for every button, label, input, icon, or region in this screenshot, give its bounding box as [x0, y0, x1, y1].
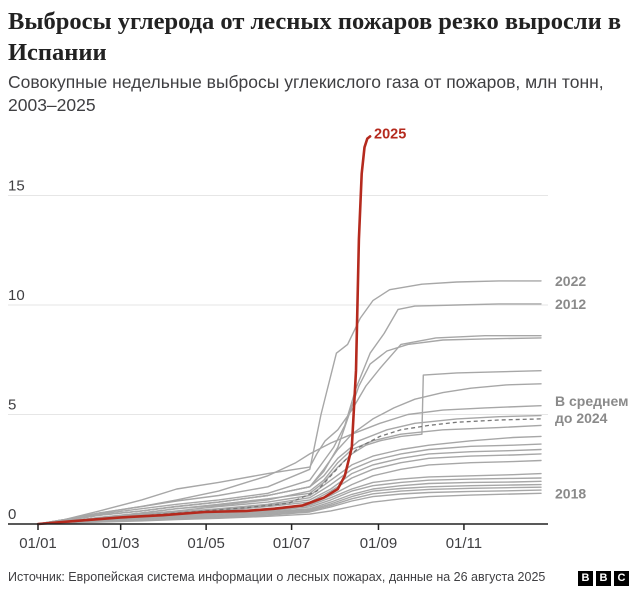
label-2025: 2025: [374, 126, 406, 142]
x-tick-label: 01/09: [360, 535, 398, 552]
series-line: [37, 414, 542, 525]
x-tick-label: 01/03: [102, 535, 140, 552]
chart-title: Выбросы углерода от лесных пожаров резко…: [8, 8, 622, 66]
y-tick-label: 5: [8, 397, 16, 414]
x-axis: 01/01 01/03 01/05 01/07 01/09 01/11: [8, 523, 548, 552]
emissions-line-chart: 0 5 10 15 01/01 01/03 01/05 01/07 01/09 01/11 20…: [8, 126, 628, 552]
bbc-logo-letter: B: [578, 571, 593, 586]
label-2018: 2018: [555, 485, 586, 501]
other-years-lines: [37, 280, 542, 525]
bbc-logo-letter: B: [596, 571, 611, 586]
x-tick-label: 01/11: [446, 535, 482, 552]
y-axis-tick-labels: 0 5 10 15: [8, 178, 25, 524]
source-note: Источник: Европейская система информации…: [8, 570, 546, 584]
bbc-logo-letter: C: [614, 571, 629, 586]
series-line-2018: [37, 492, 542, 525]
label-2022: 2022: [555, 273, 586, 289]
label-2012: 2012: [555, 296, 586, 312]
average-line: [37, 418, 542, 525]
x-tick-label: 01/01: [19, 535, 57, 552]
y-tick-label: 0: [8, 506, 16, 523]
label-average-line2: до 2024: [555, 410, 608, 426]
chart-subtitle: Совокупные недельные выбросы углекислого…: [8, 72, 604, 115]
series-line-2025: [36, 135, 372, 526]
x-tick-label: 01/05: [187, 535, 225, 552]
series-line: [37, 405, 542, 525]
series-line-2012: [37, 303, 542, 525]
label-average-line1: В среднем: [555, 393, 628, 409]
average-line-group: [37, 418, 542, 525]
year-2025-line-group: [36, 135, 372, 526]
y-tick-label: 10: [8, 287, 25, 304]
series-line: [37, 435, 542, 525]
series-line-2022: [37, 280, 542, 525]
y-tick-label: 15: [8, 178, 25, 195]
x-tick-label: 01/07: [273, 535, 311, 552]
bbc-logo: B B C: [578, 571, 629, 586]
